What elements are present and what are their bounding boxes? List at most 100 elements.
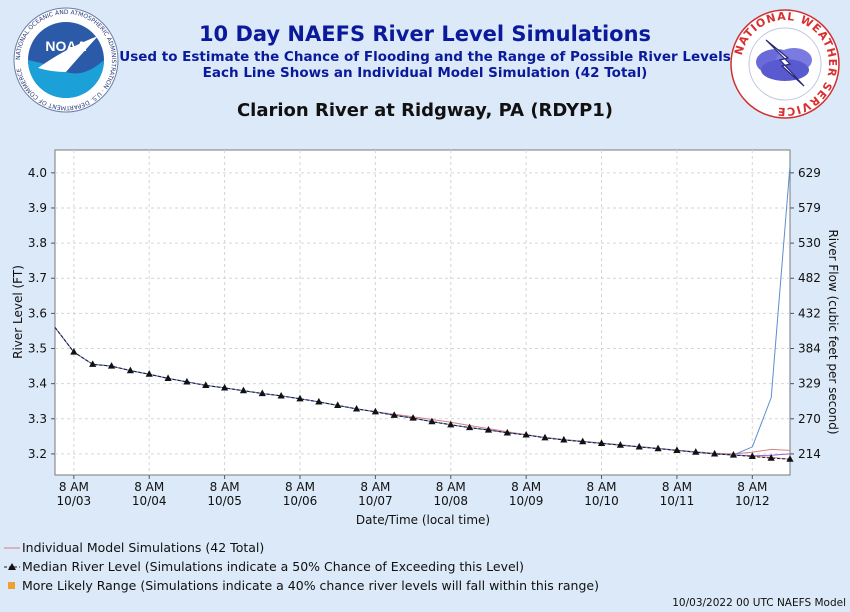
median-point xyxy=(541,433,549,441)
y-tick-label: 3.4 xyxy=(28,377,47,391)
median-point xyxy=(729,450,738,458)
x-tick-date: 10/05 xyxy=(207,494,242,508)
y-tick-label: 3.9 xyxy=(28,201,47,215)
y-right-tick-label: 432 xyxy=(798,306,821,320)
y-right-tick-label: 214 xyxy=(798,447,821,461)
legend-item-individual: Individual Model Simulations (42 Total) xyxy=(4,538,599,557)
y-tick-label: 3.5 xyxy=(28,342,47,356)
y-right-tick-label: 530 xyxy=(798,236,821,250)
median-series xyxy=(54,327,794,462)
median-point xyxy=(126,366,134,374)
x-tick-time: 8 AM xyxy=(737,480,767,494)
x-tick-time: 8 AM xyxy=(436,480,466,494)
chart-subtitle-1: Used to Estimate the Chance of Flooding … xyxy=(119,49,731,65)
median-point xyxy=(767,454,775,461)
x-tick-time: 8 AM xyxy=(285,480,315,494)
legend-item-median: Median River Level (Simulations indicate… xyxy=(4,557,599,576)
legend-individual-label: Individual Model Simulations (42 Total) xyxy=(22,540,265,555)
x-tick-date: 10/03 xyxy=(57,494,92,508)
plot-area xyxy=(54,149,791,476)
x-tick-time: 8 AM xyxy=(360,480,390,494)
x-tick-time: 8 AM xyxy=(511,480,541,494)
model-run-footer: 10/03/2022 00 UTC NAEFS Model xyxy=(672,597,846,609)
median-point xyxy=(202,381,210,389)
x-tick-time: 8 AM xyxy=(134,480,164,494)
chart-subtitle-2: Each Line Shows an Individual Model Simu… xyxy=(202,65,648,81)
x-tick-date: 10/10 xyxy=(584,494,619,508)
y-tick-label: 3.7 xyxy=(28,271,47,285)
x-tick-time: 8 AM xyxy=(210,480,240,494)
x-tick-date: 10/06 xyxy=(283,494,318,508)
median-point xyxy=(560,435,568,443)
median-point xyxy=(579,437,587,445)
median-point xyxy=(221,383,229,391)
legend-likely-label: More Likely Range (Simulations indicate … xyxy=(22,578,599,593)
median-point xyxy=(390,411,398,418)
y-right-tick-label: 629 xyxy=(798,166,821,180)
x-tick-time: 8 AM xyxy=(59,480,89,494)
y-tick-label: 3.3 xyxy=(28,412,47,426)
median-point xyxy=(522,430,530,438)
x-tick-date: 10/08 xyxy=(433,494,468,508)
median-point xyxy=(786,455,794,462)
median-point xyxy=(145,370,153,377)
y-right-tick-label: 482 xyxy=(798,271,821,285)
median-line xyxy=(54,327,791,460)
x-tick-date: 10/07 xyxy=(358,494,393,508)
median-point xyxy=(315,397,323,405)
median-point xyxy=(89,360,97,367)
median-point xyxy=(484,426,493,433)
y-tick-label: 3.2 xyxy=(28,447,47,461)
y-axis-right: 214 270 329 384 432 482 530 579 629 xyxy=(790,166,821,461)
legend-median-label: Median River Level (Simulations indicate… xyxy=(22,559,525,574)
x-tick-time: 8 AM xyxy=(662,480,692,494)
median-point xyxy=(239,386,248,394)
y-tick-label: 3.6 xyxy=(28,306,47,320)
y-right-tick-label: 384 xyxy=(798,342,821,356)
median-point xyxy=(673,446,681,454)
nws-logo: NATIONAL WEATHER SERVICE xyxy=(728,6,842,126)
noaa-logo-text: NOAA xyxy=(45,38,86,54)
x-tick-date: 10/04 xyxy=(132,494,167,508)
x-tick-date: 10/12 xyxy=(735,494,770,508)
median-point xyxy=(296,394,304,402)
y-tick-label: 4.0 xyxy=(28,166,47,180)
median-triangle-icon xyxy=(4,560,22,574)
median-point xyxy=(164,374,172,381)
median-point xyxy=(503,428,511,436)
median-point xyxy=(428,417,436,425)
individual-line-icon xyxy=(4,541,22,555)
x-tick-date: 10/11 xyxy=(660,494,695,508)
y-right-tick-label: 329 xyxy=(798,377,821,391)
median-point xyxy=(107,362,116,369)
median-point xyxy=(277,391,285,399)
median-point xyxy=(692,448,700,455)
river-level-chart: 3.2 3.3 3.4 3.5 3.6 3.7 3.8 3.9 4.0 214 270 329 384… xyxy=(11,149,840,527)
y-right-tick-label: 579 xyxy=(798,201,821,215)
median-point xyxy=(597,439,606,446)
legend-item-likely: More Likely Range (Simulations indicate … xyxy=(4,576,599,595)
legend: Individual Model Simulations (42 Total) … xyxy=(4,538,599,595)
x-axis-label: Date/Time (local time) xyxy=(356,513,490,527)
median-point xyxy=(371,407,379,415)
station-title: Clarion River at Ridgway, PA (RDYP1) xyxy=(236,100,614,121)
median-point xyxy=(616,441,624,448)
median-point xyxy=(635,442,643,450)
median-point xyxy=(258,389,266,397)
median-point xyxy=(70,348,78,355)
x-tick-date: 10/09 xyxy=(509,494,544,508)
noaa-logo: NOAA NATIONAL OCEANIC AND ATMOSPHERIC AD… xyxy=(8,6,124,118)
y-tick-label: 3.8 xyxy=(28,236,47,250)
likely-range-square-icon xyxy=(4,579,22,593)
median-point xyxy=(183,377,191,385)
median-point xyxy=(748,452,756,459)
x-tick-time: 8 AM xyxy=(587,480,617,494)
grid-lines xyxy=(55,150,790,475)
chart-title: 10 Day NAEFS River Level Simulations xyxy=(198,22,652,46)
median-point xyxy=(334,401,342,409)
y-right-tick-label: 270 xyxy=(798,412,821,426)
y-axis-label: River Level (FT) xyxy=(11,265,25,359)
median-point xyxy=(711,449,719,457)
median-point xyxy=(409,414,417,421)
